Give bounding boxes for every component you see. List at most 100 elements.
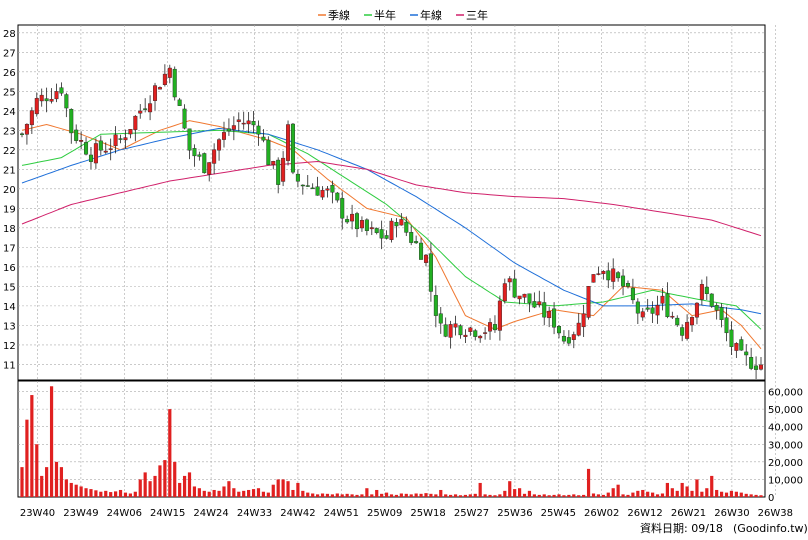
volume-bar (404, 493, 408, 497)
candle-body (404, 221, 409, 233)
candle-body (729, 329, 734, 347)
candle-body (557, 326, 562, 334)
volume-bar (399, 493, 403, 497)
volume-bar (261, 491, 266, 497)
volume-bar (715, 489, 719, 497)
volume-bar (45, 467, 49, 497)
candle-body (251, 121, 256, 126)
candle-body (630, 287, 635, 301)
volume-bar (237, 491, 241, 497)
candle-body (414, 241, 419, 244)
candle-body (488, 322, 493, 332)
candle-body (231, 125, 236, 130)
volume-bar (655, 494, 660, 497)
volume-bar (35, 444, 39, 497)
volume-bar (646, 491, 650, 497)
candle-body (350, 213, 355, 222)
volume-bar (670, 488, 674, 497)
volume-bar (380, 493, 384, 497)
volume-bar (616, 484, 620, 497)
candle-body (207, 162, 212, 175)
volume-bars (20, 386, 763, 497)
candle-body (182, 108, 187, 129)
volume-tick-label: 0 (768, 493, 774, 504)
price-tick-label: 12 (3, 341, 16, 352)
volume-bar (345, 493, 349, 497)
volume-bar (69, 482, 73, 497)
candle-body (640, 311, 645, 318)
legend: 季線 半年 年線 三年 (318, 8, 488, 22)
volume-bar (719, 491, 724, 497)
volume-bar (360, 494, 364, 497)
volume-bar (49, 386, 54, 497)
candle-body (423, 254, 428, 263)
candle-body (576, 322, 581, 336)
x-tick-label: 26W21 (671, 508, 706, 519)
volume-bar (350, 494, 354, 497)
candle-body (261, 136, 266, 141)
candle-body (157, 87, 162, 90)
volume-bar (99, 491, 103, 497)
volume-bar (636, 490, 640, 497)
candle-body (527, 293, 532, 304)
price-tick-label: 20 (3, 185, 16, 196)
candle-body (665, 293, 670, 318)
candle-body (744, 351, 749, 356)
candle-body (39, 94, 44, 102)
volume-bar (429, 493, 433, 497)
legend-label: 半年 (374, 8, 396, 22)
volume-bar (256, 488, 261, 497)
candle-body (266, 139, 271, 166)
candle-body (276, 159, 281, 185)
volume-tick-label: 40,000 (768, 423, 803, 434)
volume-bar (217, 490, 221, 497)
volume-bar (513, 489, 517, 497)
volume-bar (498, 494, 502, 497)
volume-bar (104, 490, 108, 497)
volume-bar (542, 494, 546, 497)
candle-body (532, 301, 537, 308)
volume-bar (79, 486, 83, 497)
volume-bar (651, 492, 655, 497)
candle-body (217, 139, 222, 151)
candle-body (74, 129, 79, 141)
x-tick-label: 24W15 (150, 508, 185, 519)
volume-bar (365, 488, 369, 497)
volume-bar (54, 461, 59, 497)
candle-body (635, 301, 640, 314)
candle-body (517, 295, 522, 300)
candle-body (167, 67, 172, 78)
volume-bar (40, 475, 44, 497)
candle-body (162, 73, 167, 86)
volume-bar (567, 494, 571, 497)
volume-bar (685, 486, 689, 497)
candle-body (143, 108, 148, 110)
price-tick-label: 22 (3, 146, 16, 157)
volume-bar (64, 479, 68, 497)
volume-bar (744, 493, 748, 497)
candle-body (379, 229, 384, 239)
volume-bar (473, 493, 477, 497)
candle-body (153, 85, 158, 101)
volume-bar (143, 472, 147, 497)
candle-body (113, 134, 118, 147)
price-tick-label: 21 (3, 165, 16, 176)
volume-bar (20, 467, 24, 497)
volume-bar (606, 492, 610, 497)
volume-bar (212, 489, 216, 497)
candle-body (384, 235, 389, 239)
candle-body (759, 364, 764, 370)
candle-body (364, 219, 369, 231)
volume-axis-ticks: 60,000 50,000 40,000 30,000 20,000 10,000 0 (768, 388, 803, 504)
price-tick-label: 19 (3, 204, 16, 215)
volume-bar (89, 489, 93, 497)
volume-tick-label: 30,000 (768, 440, 803, 451)
volume-bar (463, 494, 467, 497)
x-tick-label: 24W24 (193, 508, 228, 519)
candle-body (389, 220, 394, 240)
price-tick-label: 18 (3, 224, 16, 235)
x-tick-label: 25W09 (367, 508, 402, 519)
candle-body (305, 185, 310, 187)
volume-bar (251, 489, 256, 497)
legend-label: 季線 (328, 8, 350, 22)
